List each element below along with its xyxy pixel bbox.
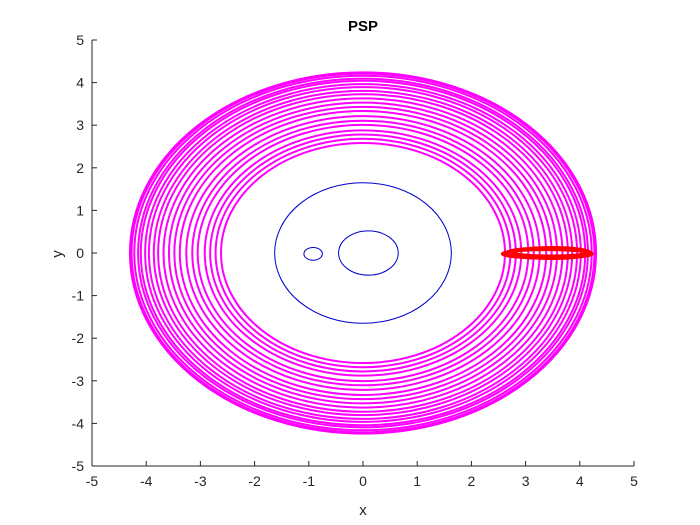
trajectory-orbit-7: [152, 89, 574, 417]
y-tick-label: -4: [72, 415, 85, 431]
trajectory-orbit-16: [203, 129, 523, 377]
y-tick-label: -2: [72, 330, 85, 346]
x-tick-label: -4: [140, 473, 153, 489]
trajectory-orbit-9: [162, 97, 564, 409]
trajectory-orbit-18: [214, 137, 512, 369]
y-tick-label: 1: [76, 202, 84, 218]
contour-ellipse-2: [303, 246, 323, 261]
trajectory-orbit-14: [191, 119, 535, 387]
x-tick-label: -5: [86, 473, 99, 489]
y-tick-label: -3: [72, 373, 85, 389]
x-tick-label: -2: [248, 473, 261, 489]
trajectory-orbit-0: [128, 71, 598, 435]
y-tick-label: -5: [72, 458, 85, 474]
ring-series: [500, 245, 594, 261]
x-tick-label: 1: [413, 473, 421, 489]
y-axis-label: y: [49, 250, 66, 258]
plot-layer: [128, 71, 598, 435]
x-tick-label: 4: [576, 473, 584, 489]
y-tick-label: -1: [72, 288, 85, 304]
contour-ellipse-1: [338, 230, 399, 276]
trajectory-orbit-1: [130, 72, 596, 434]
trajectory-orbit-10: [167, 101, 559, 405]
x-tick-label: 0: [359, 473, 367, 489]
trajectory-orbit-13: [185, 115, 541, 391]
trajectory-orbit-17: [209, 133, 517, 373]
trajectory-orbit-6: [147, 86, 579, 420]
trajectory-orbit-15: [196, 123, 530, 383]
trajectory-orbit-11: [173, 105, 553, 401]
y-tick-label: 0: [76, 245, 84, 261]
y-tick-label: 2: [76, 160, 84, 176]
trajectory-orbit-19: [219, 141, 507, 365]
chart-title: PSP: [348, 18, 378, 35]
contour-series: [274, 182, 452, 324]
ring-ellipse-3: [513, 245, 593, 261]
axes-layer: -5 -4 -3 -2 -1 0 1 2 3 4 5 -5 -4 -3 -2 -1 0 1 2 3 4 5: [72, 32, 639, 489]
x-tick-label: -3: [194, 473, 207, 489]
x-tick-label: 5: [630, 473, 638, 489]
trajectory-orbit-12: [178, 110, 548, 396]
y-tick-label: 4: [76, 75, 84, 91]
y-tick-label: 5: [76, 32, 84, 48]
contour-ellipse-0: [274, 182, 452, 324]
x-axis-label: x: [359, 502, 367, 519]
y-tick-label: 3: [76, 117, 84, 133]
trajectory-orbit-5: [144, 83, 582, 423]
x-tick-label: 2: [468, 473, 476, 489]
trajectory-orbit-8: [157, 93, 569, 413]
x-tick-label: 3: [522, 473, 530, 489]
x-tick-label: -1: [303, 473, 316, 489]
trajectory-series: [128, 71, 598, 435]
trajectory-orbit-2: [133, 74, 593, 432]
